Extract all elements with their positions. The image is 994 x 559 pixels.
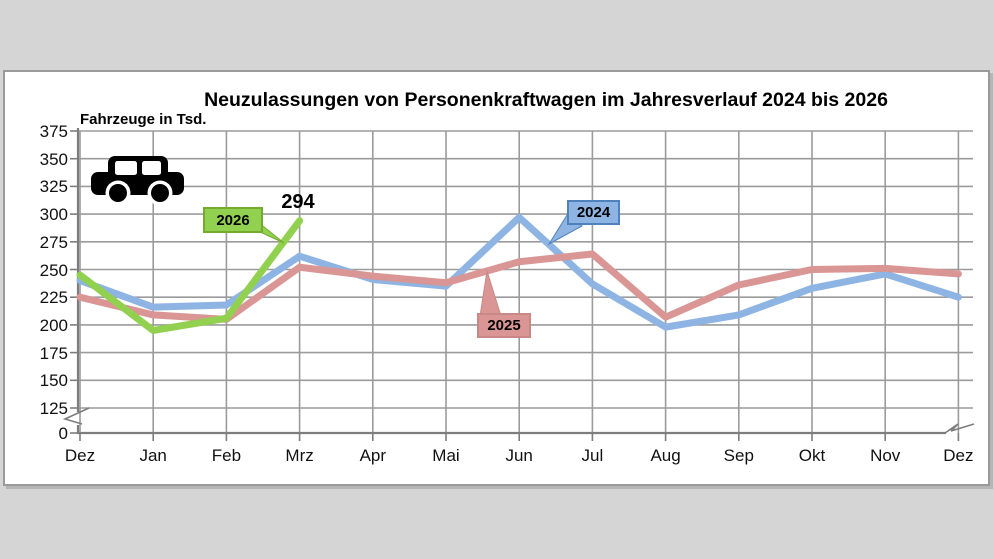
x-axis — [76, 425, 946, 435]
y-axis-break-icon — [62, 407, 90, 425]
series-label-2025: 2025 — [477, 313, 531, 338]
y-tick-label: 250 — [39, 260, 68, 280]
x-tick-label: Okt — [798, 446, 826, 465]
x-axis-break-icon — [944, 423, 975, 434]
series-label-2026-text: 2026 — [216, 211, 250, 229]
pointer-2025 — [479, 270, 502, 317]
y-tick-label: 125 — [39, 399, 68, 418]
series-label-2024: 2024 — [567, 200, 620, 225]
chart-title: Neuzulassungen von Personenkraftwagen im… — [204, 89, 888, 111]
y-tick-label: 225 — [39, 288, 68, 308]
chart-frame — [3, 70, 990, 486]
y-tick-label: 275 — [39, 232, 68, 252]
x-tick-label: Apr — [359, 446, 387, 465]
x-tick-label: Jul — [581, 446, 604, 465]
x-tick-label: Jan — [139, 446, 167, 465]
tick-marks — [70, 130, 960, 441]
x-tick-label: Mrz — [285, 446, 314, 465]
data-series-lines — [76, 213, 962, 334]
y-tick-label: 325 — [39, 177, 68, 197]
y-tick-label: 175 — [39, 343, 68, 363]
y-axis-unit-label: Fahrzeuge in Tsd. — [80, 111, 207, 128]
y-tick-label: 0 — [58, 424, 68, 443]
data-point-annotation: 294 — [281, 191, 315, 213]
x-tick-label: Nov — [870, 446, 901, 465]
series-2026-line — [76, 217, 304, 334]
x-tick-label: Sep — [723, 446, 754, 465]
x-tick-label: Jun — [505, 446, 533, 465]
y-tick-label: 150 — [39, 371, 68, 391]
series-label-2024-text: 2024 — [576, 204, 611, 221]
series-2024-line — [76, 213, 962, 331]
car-icon — [91, 156, 184, 206]
series-label-2026: 2026 — [203, 207, 263, 233]
y-tick-label: 375 — [39, 122, 68, 141]
x-tick-label: Aug — [650, 446, 681, 465]
y-tick-label: 200 — [39, 315, 68, 335]
x-tick-label: Dez — [64, 446, 96, 465]
x-tick-label: Feb — [211, 446, 242, 465]
y-tick-label: 300 — [39, 205, 68, 225]
x-tick-label: Dez — [943, 446, 974, 465]
y-tick-label: 350 — [39, 149, 68, 169]
x-tick-label: Mai — [432, 446, 460, 465]
series-label-2025-text: 2025 — [487, 317, 521, 334]
